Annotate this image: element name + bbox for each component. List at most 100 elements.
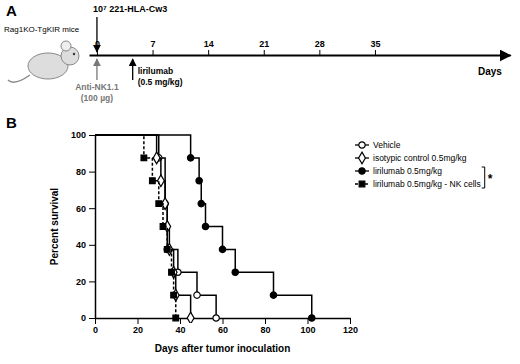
timeline-axis-tick-mark <box>153 50 154 55</box>
survival-point <box>213 315 219 321</box>
survival-point <box>232 269 238 275</box>
timeline-axis-tick-mark <box>375 50 376 55</box>
survival-point <box>198 200 204 206</box>
y-axis-tick-mark <box>89 245 95 246</box>
survival-point <box>141 155 147 161</box>
survival-point <box>194 292 200 298</box>
significance-label: * <box>488 172 493 186</box>
depletion-label: (100 µg) <box>81 93 113 103</box>
legend-marker <box>359 181 365 187</box>
survival-point <box>160 224 166 230</box>
y-axis-tick-label: 40 <box>76 240 86 250</box>
injection-label: 10⁷ 221-HLA-Cw3 <box>93 4 167 14</box>
chart-panel: B 0 20 40 60 80 100 120 0 20 40 60 80 100 Days after t… <box>6 114 493 354</box>
figure: A Rag1KO-TgKIR mice 0 7 14 21 28 35 Days 10⁷ 221-… <box>0 0 520 364</box>
survival-point <box>196 178 202 184</box>
timeline-axis-tick-label: 28 <box>315 39 325 49</box>
timeline-axis-tick-label: 14 <box>204 39 214 49</box>
survival-line <box>95 135 176 318</box>
injection-arrow <box>96 17 97 52</box>
x-axis-tick: 0 <box>93 318 98 335</box>
y-axis: 0 20 40 60 80 100 <box>71 130 96 323</box>
survival-point <box>157 175 164 187</box>
legend-label: lirilumab 0.5mg/kg <box>373 166 442 176</box>
x-axis-tick-mark <box>180 318 181 324</box>
x-axis-tick: 20 <box>133 318 143 335</box>
timeline-axis-label: Days <box>478 66 502 77</box>
y-axis-line <box>95 136 97 319</box>
x-axis-tick-label: 60 <box>218 325 228 335</box>
x-axis-tick-label: 40 <box>175 325 185 335</box>
treatment-label: lirilumab <box>138 66 173 76</box>
x-axis-tick-label: 100 <box>300 325 315 335</box>
survival-line <box>95 135 191 318</box>
timeline-axis-tick: 35 <box>370 39 380 55</box>
treatment-arrow <box>132 59 133 80</box>
x-axis-tick: 60 <box>218 318 228 335</box>
y-axis-tick-label: 0 <box>81 313 86 323</box>
timeline-axis-tick: 28 <box>315 39 325 55</box>
timeline-axis-tick: 7 <box>151 39 156 55</box>
x-axis-tick: 120 <box>343 318 358 335</box>
x-axis-tick-label: 120 <box>343 325 358 335</box>
y-axis-tick: 40 <box>76 240 95 250</box>
y-axis-tick: 80 <box>76 167 95 177</box>
survival-point <box>164 247 170 253</box>
panel-label: B <box>6 114 17 131</box>
timeline-axis-tick: 21 <box>259 39 269 55</box>
y-axis-tick-mark <box>89 135 95 136</box>
survival-point <box>164 246 170 252</box>
x-axis-title: Days after tumor inoculation <box>155 343 291 354</box>
y-axis-title: Percent survival <box>49 188 60 265</box>
timeline-axis: 0714212835 <box>90 39 511 56</box>
significance-bracket <box>482 167 485 188</box>
legend: Vehicle isotypic control 0.5mg/kg liriluma… <box>355 140 493 189</box>
y-axis-tick: 60 <box>76 204 95 214</box>
x-axis-tick-mark <box>350 318 351 324</box>
survival-point <box>150 178 156 184</box>
survival-point <box>169 269 175 275</box>
y-axis-tick-label: 20 <box>76 277 86 287</box>
y-axis-tick: 20 <box>76 277 95 287</box>
treatment-label: (0.5 mg/kg) <box>138 77 183 87</box>
survival-line <box>95 135 312 318</box>
survival-point <box>187 312 194 323</box>
y-axis-tick-mark <box>89 318 95 319</box>
timeline-axis-tick-mark <box>319 50 320 55</box>
y-axis-tick-label: 100 <box>71 130 86 140</box>
y-axis-tick-mark <box>89 172 95 173</box>
mouse-icon <box>8 41 79 82</box>
timeline-axis-tick-label: 7 <box>151 39 156 49</box>
legend-item: lirilumab 0.5mg/kg - NK cells <box>355 179 481 189</box>
timeline-axis-tick-mark <box>264 50 265 55</box>
timeline-axis-tick-label: 35 <box>370 39 380 49</box>
timeline-axis-tick: 14 <box>204 39 214 55</box>
y-axis-tick-label: 80 <box>76 167 86 177</box>
subject-label: Rag1KO-TgKIR mice <box>4 25 80 34</box>
legend-item: lirilumab 0.5mg/kg <box>355 166 442 176</box>
legend-marker <box>359 152 366 164</box>
timeline-panel: ARag1KO-TgKIR mice0714212835Days10⁷ 221-… <box>4 2 511 103</box>
x-axis: 0 20 40 60 80 100 120 <box>93 318 358 335</box>
survival-point <box>171 292 177 298</box>
y-axis-tick-mark <box>89 208 95 209</box>
survival-point <box>173 315 179 321</box>
x-axis-tick-mark <box>223 318 224 324</box>
legend-marker <box>359 168 365 174</box>
y-axis-tick: 100 <box>71 130 95 140</box>
x-axis-tick-label: 80 <box>260 325 270 335</box>
legend-label: lirilumab 0.5mg/kg - NK cells <box>373 179 481 189</box>
panel-label: A <box>6 2 17 19</box>
x-axis-tick-mark <box>138 318 139 324</box>
survival-point <box>309 315 315 321</box>
survival-point <box>219 246 225 252</box>
plot-area <box>95 135 315 323</box>
timeline-axis-tick-mark <box>208 50 209 55</box>
legend-marker <box>359 142 365 148</box>
y-axis-tick-mark <box>89 281 95 282</box>
legend-label: Vehicle <box>373 140 401 150</box>
legend-label: isotypic control 0.5mg/kg <box>373 153 467 163</box>
x-axis-tick-label: 20 <box>133 325 143 335</box>
depletion-label: Anti-NK1.1 <box>75 82 119 92</box>
survival-point <box>187 155 193 161</box>
